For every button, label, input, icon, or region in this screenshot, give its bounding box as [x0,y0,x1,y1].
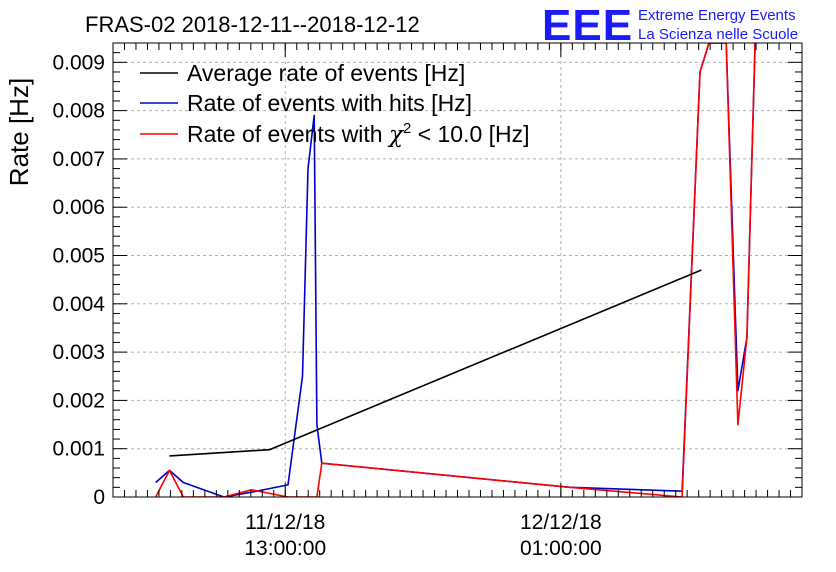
eee-logo-line2: La Scienza nelle Scuole [638,26,798,43]
series-line-0 [169,269,702,457]
series-line-2 [154,43,756,497]
x-tick-sublabel-0: 13:00:00 [244,537,326,560]
legend-label-2: Rate of events with χ2 < 10.0 [Hz] [187,120,530,148]
plot-frame [112,42,803,498]
x-tick-sublabel-1: 01:00:00 [520,537,602,560]
legend-label-1: Rate of events with hits [Hz] [187,90,472,116]
chart-title: FRAS-02 2018-12-11--2018-12-12 [85,12,420,37]
legend-label-0: Average rate of events [Hz] [187,60,465,86]
y-tick-label-2: 0.002 [52,389,105,412]
y-tick-label-4: 0.004 [52,293,105,316]
y-axis-label: Rate [Hz] [4,78,34,186]
legend: Average rate of events [Hz] Rate of event… [140,60,530,148]
tick-labels: 0 0.001 0.002 0.003 0.004 0.005 0.006 0.007 0.00… [52,51,601,560]
y-tick-label-8: 0.008 [52,100,105,123]
y-tick-label-0: 0 [93,486,105,509]
x-tick-label-1: 12/12/18 [520,511,602,534]
series-group [154,43,756,497]
axes [112,42,803,498]
eee-logo-line1: Extreme Energy Events [638,7,796,24]
y-tick-label-6: 0.006 [52,196,105,219]
grid [113,43,802,497]
y-tick-label-1: 0.001 [52,438,105,461]
y-tick-label-5: 0.005 [52,245,105,268]
y-tick-label-9: 0.009 [52,51,105,74]
eee-logo: EEE Extreme Energy Events La Scienza nel… [542,1,798,50]
eee-logo-letters: EEE [542,1,633,50]
x-tick-label-0: 11/12/18 [245,511,325,534]
y-tick-label-3: 0.003 [52,341,105,364]
y-tick-label-7: 0.007 [52,148,105,171]
